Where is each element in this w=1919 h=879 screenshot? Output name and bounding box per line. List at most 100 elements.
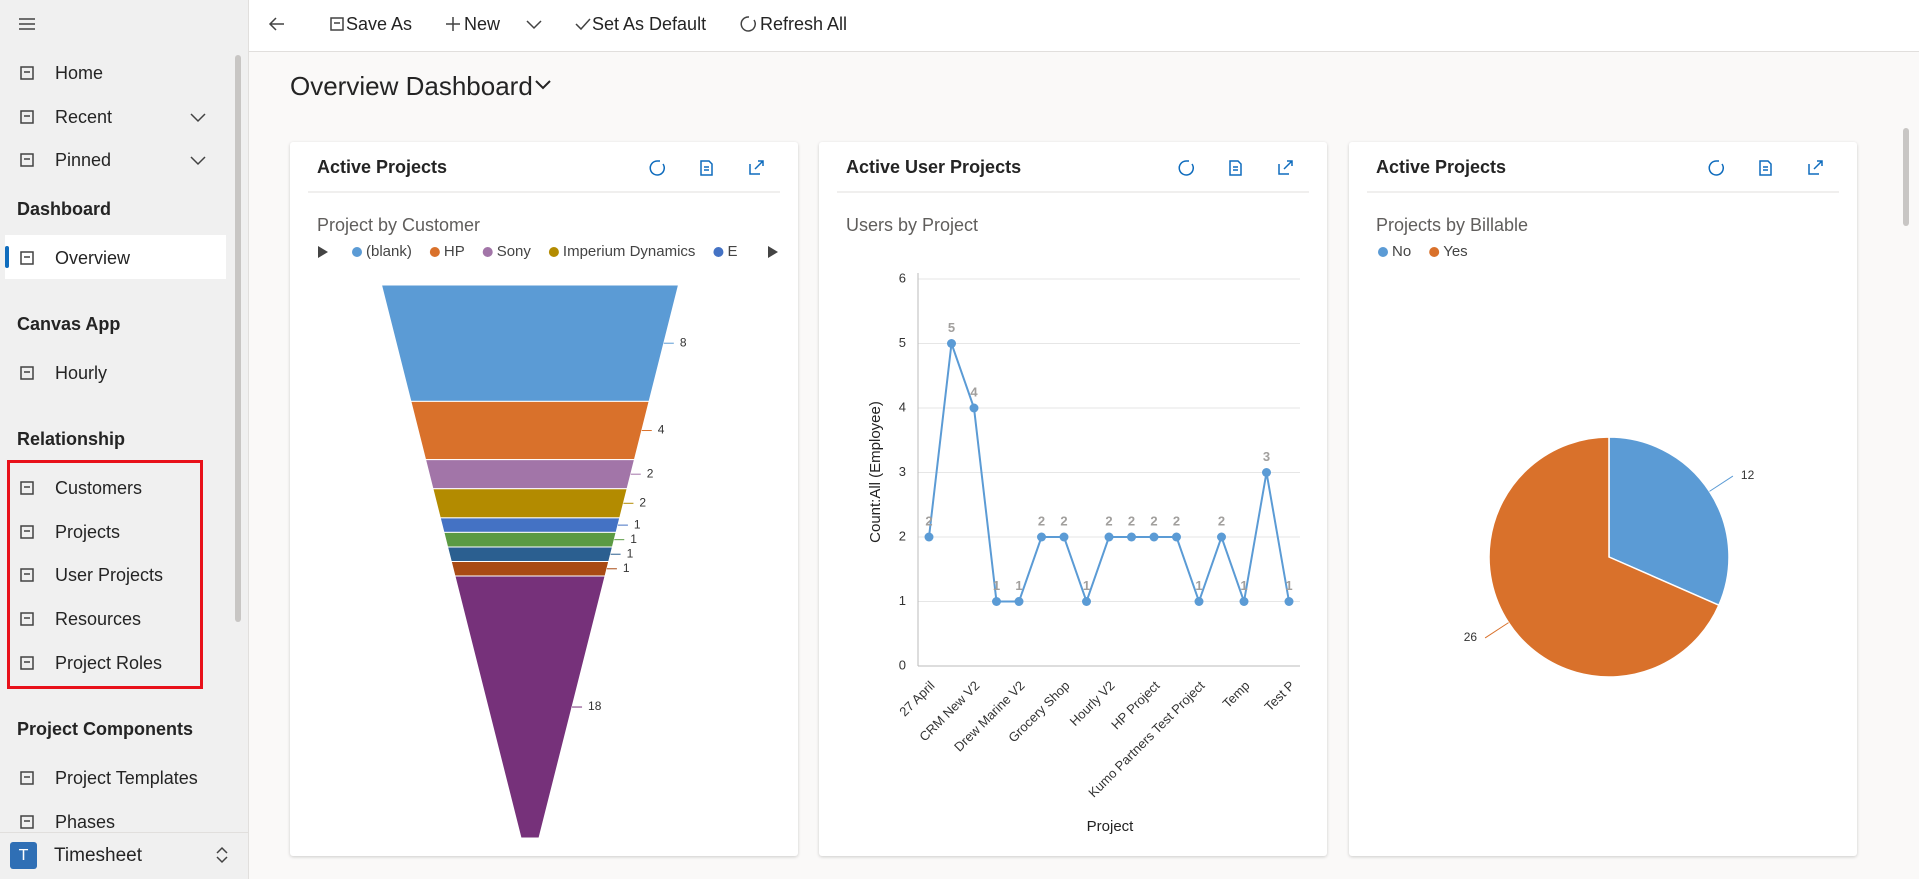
y-tick-label: 5 <box>899 335 906 350</box>
line-point <box>969 403 979 413</box>
card-action[interactable] <box>1178 160 1194 176</box>
line-point <box>924 532 934 542</box>
menu-button-shape <box>19 18 35 30</box>
toolbar-button[interactable]: Refresh All <box>760 14 848 34</box>
line-point <box>1082 597 1091 606</box>
back-button[interactable] <box>267 14 287 34</box>
chart: Active Projects Project by Customer (blank… <box>308 157 780 839</box>
data-label: 2 <box>1060 513 1067 528</box>
legend-marker <box>352 247 362 257</box>
card-action[interactable] <box>700 160 713 176</box>
nav-icon-shape <box>20 66 34 80</box>
selected-bar <box>5 246 9 268</box>
nav-item[interactable]: Resources <box>55 609 142 629</box>
chart: Active User Projects Users by Project 0 1 2 3… <box>837 157 1309 835</box>
toolbar-icon <box>446 17 460 31</box>
toolbar-icon <box>575 18 591 31</box>
data-label: 1 <box>627 546 634 560</box>
toolbar-button[interactable]: Save As <box>346 14 413 34</box>
nav-icon <box>20 815 34 829</box>
toolbar-button[interactable]: New <box>464 14 501 34</box>
toolbar-icon-shape <box>575 18 591 31</box>
line-point <box>1104 532 1114 542</box>
nav-icon-shape <box>20 568 34 582</box>
nav-item[interactable]: Customers <box>55 478 143 498</box>
dashboard-title[interactable]: Overview Dashboard <box>290 71 533 101</box>
nav-item[interactable]: Overview <box>55 248 131 268</box>
legend-label: Sony <box>497 243 532 260</box>
data-label: 1 <box>634 517 641 531</box>
app-chevron-shape <box>216 846 228 864</box>
nav-item[interactable]: Project Templates <box>55 768 198 788</box>
app-chevron[interactable] <box>212 845 232 865</box>
legend-marker <box>1378 247 1388 257</box>
nav-icon-shape <box>20 110 34 124</box>
nav-item[interactable]: Project Roles <box>55 653 163 673</box>
app-switcher[interactable]: T Timesheet <box>0 832 248 879</box>
card-action[interactable] <box>1808 160 1823 175</box>
line-point <box>1262 468 1271 477</box>
data-label: 2 <box>1218 513 1225 528</box>
data-label: 4 <box>970 384 978 399</box>
legend-next <box>768 246 778 258</box>
y-tick-label: 2 <box>899 528 906 543</box>
legend-label: (blank) <box>366 243 412 260</box>
card-action[interactable] <box>1759 160 1772 176</box>
nav-item[interactable]: User Projects <box>55 565 164 585</box>
line-point <box>992 597 1001 606</box>
nav-group-title: Project Components <box>17 719 194 739</box>
nav-icon-shape <box>20 612 34 626</box>
line-point <box>1037 532 1046 542</box>
nav-item[interactable]: Pinned <box>55 150 112 170</box>
line-point <box>1127 532 1136 542</box>
nav-item[interactable]: Home <box>55 63 104 83</box>
app-avatar: T <box>10 842 37 869</box>
card-action[interactable] <box>1278 160 1293 175</box>
nav-item[interactable]: Hourly <box>55 363 108 383</box>
nav-item[interactable]: Recent <box>55 107 113 127</box>
data-label: 2 <box>1105 513 1112 528</box>
data-label: 1 <box>1240 578 1247 593</box>
card-title: Active Projects <box>1376 157 1506 177</box>
card-action[interactable] <box>749 160 764 175</box>
funnel-segment <box>454 575 606 839</box>
legend-marker <box>429 247 440 257</box>
chart-title: Project by Customer <box>317 215 480 235</box>
sidebar-scrollbar[interactable] <box>235 55 241 622</box>
funnel-segment <box>424 459 636 490</box>
data-label: 1 <box>1285 578 1292 593</box>
nav-icon-shape <box>20 815 34 829</box>
toolbar-button[interactable]: Set As Default <box>592 14 707 34</box>
data-label: 8 <box>680 335 687 349</box>
data-label: 1 <box>1195 578 1202 593</box>
menu-button[interactable] <box>17 14 37 34</box>
leader-line <box>1484 622 1509 639</box>
legend-label: No <box>1392 243 1411 260</box>
nav-expand[interactable] <box>188 107 208 127</box>
data-label: 1 <box>1083 578 1090 593</box>
card-action[interactable] <box>649 160 665 176</box>
nav-icon <box>20 66 34 80</box>
nav-item[interactable]: Projects <box>55 522 121 542</box>
pie-slice <box>1608 436 1730 607</box>
x-axis-title: Project <box>1087 818 1135 835</box>
line-point <box>1217 532 1226 542</box>
title-chevron[interactable] <box>534 78 552 92</box>
scrollbar[interactable] <box>1903 128 1909 226</box>
new-dropdown[interactable] <box>524 14 544 34</box>
nav-item[interactable]: Phases <box>55 812 116 832</box>
nav-expand[interactable] <box>188 150 208 170</box>
chart: Active Projects Projects by Billable No Yes… <box>1367 157 1839 678</box>
toolbar-icon <box>740 16 756 32</box>
card-action[interactable] <box>1229 160 1242 176</box>
legend-label: Imperium Dynamics <box>563 243 696 260</box>
data-label: 26 <box>1464 630 1478 644</box>
x-tick-label: Temp <box>1219 678 1252 711</box>
data-label: 1 <box>630 532 637 546</box>
nav-icon <box>20 525 34 539</box>
card-action[interactable] <box>1708 160 1724 176</box>
dashboard-card: Active Projects Project by Customer (blank… <box>290 142 798 856</box>
line-point <box>1149 532 1159 542</box>
data-label: 2 <box>1128 513 1135 528</box>
data-label: 1 <box>623 561 630 575</box>
